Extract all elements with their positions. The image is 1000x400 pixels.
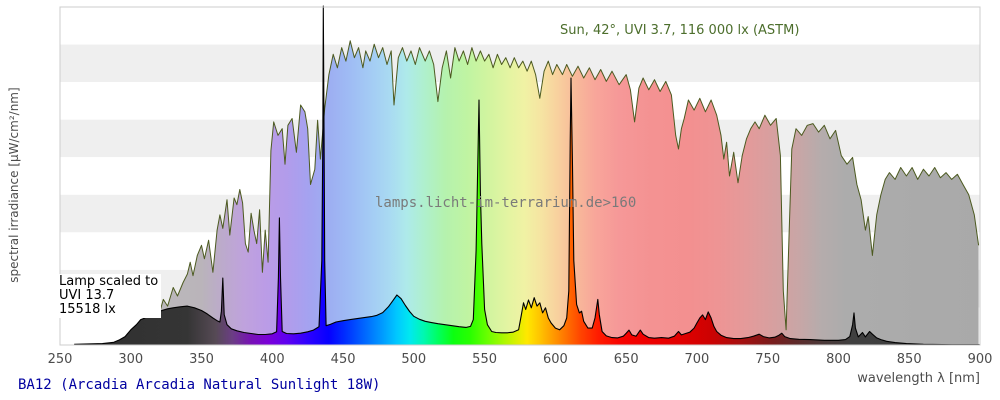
x-tick-label-300: 300 (118, 352, 144, 367)
x-tick-label-550: 550 (472, 352, 498, 367)
y-axis-label: spectral irradiance [µW/cm²/nm] (7, 87, 21, 283)
x-tick-label-400: 400 (259, 352, 285, 367)
x-axis-label: wavelength λ [nm] (857, 371, 980, 386)
lamp-label-line1: Lamp scaled to (59, 274, 159, 289)
sun-reference-spectrum-line (123, 40, 980, 346)
grid-band (60, 7, 980, 45)
lamp-label-line2: UVI 13.7 (59, 288, 115, 303)
lamp-spectrum-fill (74, 6, 980, 345)
x-tick-label-600: 600 (542, 352, 568, 367)
x-tick-label-450: 450 (330, 352, 356, 367)
watermark-text: lamps.licht-im-terrarium.de>160 (375, 195, 637, 211)
x-tick-label-800: 800 (826, 352, 851, 367)
plot-border (59, 6, 981, 346)
x-tick-label-500: 500 (401, 352, 427, 367)
sun-reference-spectrum-fill (123, 40, 979, 346)
x-tick-label-850: 850 (896, 352, 922, 367)
spectrum-areas (74, 5, 980, 346)
x-tick-label-750: 750 (755, 352, 781, 367)
x-tick-label-650: 650 (613, 352, 639, 367)
x-tick-label-900: 900 (967, 352, 993, 367)
lamp-spectrum-line (74, 5, 980, 346)
sun-reference-annotation: Sun, 42°, UVI 3.7, 116 000 lx (ASTM) (560, 23, 800, 38)
x-tick-label-700: 700 (684, 352, 710, 367)
x-tick-label-250: 250 (47, 352, 73, 367)
chart-caption: BA12 (Arcadia Arcadia Natural Sunlight 1… (18, 377, 381, 393)
lamp-scaling-annotation: Lamp scaled to UVI 13.7 15518 lx (56, 274, 162, 318)
x-tick-label-350: 350 (189, 352, 214, 367)
lamp-label-line3: 15518 lx (59, 302, 116, 317)
